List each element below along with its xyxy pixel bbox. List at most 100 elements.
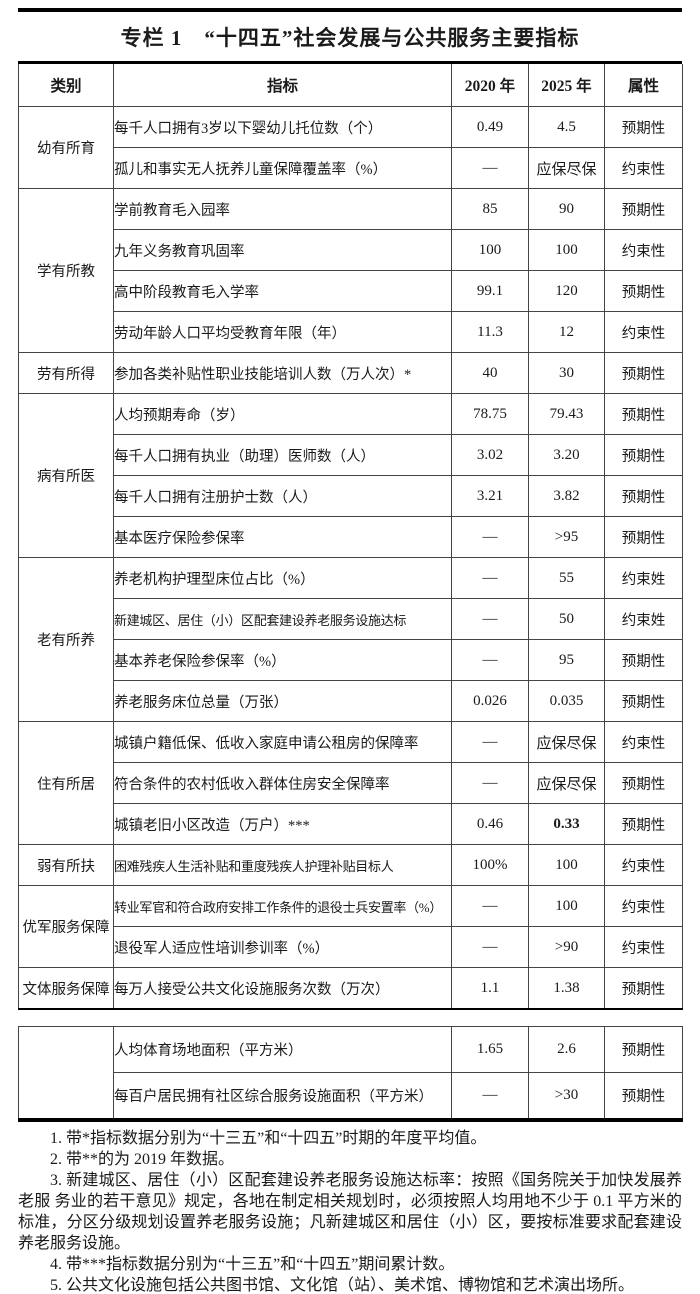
value-2020-cell: — xyxy=(451,885,529,927)
table-row: 每千人口拥有执业（助理）医师数（人） 3.02 3.20 预期性 xyxy=(19,434,683,476)
note-item: 5. 公共文化设施包括公共图书馆、文化馆（站）、美术馆、博物馆和艺术演出场所。 xyxy=(50,1277,635,1294)
attribute-cell: 预期性 xyxy=(604,1072,683,1121)
attribute-cell: 预期性 xyxy=(604,639,683,681)
attribute-cell: 预期性 xyxy=(604,762,683,804)
attribute-cell: 约束性 xyxy=(604,885,683,927)
note-item: 1. 带*指标数据分别为“十三五”和“十四五”时期的年度平均值。 xyxy=(50,1130,487,1147)
value-2020-cell: — xyxy=(451,557,529,599)
table-row: 每百户居民拥有社区综合服务设施面积（平方米） — >30 预期性 xyxy=(19,1072,683,1121)
indicator-cell: 新建城区、居住（小）区配套建设养老服务设施达标 xyxy=(113,598,452,640)
col-header-indicator: 指标 xyxy=(113,64,452,107)
category-cell: 住有所居 xyxy=(18,721,114,845)
indicator-cell: 退役军人适应性培训参训率（%） xyxy=(113,926,452,968)
header-row: 类别 指标 2020 年 2025 年 属性 xyxy=(18,64,683,107)
indicator-cell: 城镇户籍低保、低收入家庭申请公租房的保障率 xyxy=(113,721,452,763)
value-2020-cell: 3.21 xyxy=(451,475,529,517)
indicators-table-part2: 人均体育场地面积（平方米） 1.65 2.6 预期性 每百户居民拥有社区综合服务设施面积… xyxy=(18,1026,683,1122)
indicator-cell: 每千人口拥有执业（助理）医师数（人） xyxy=(113,434,452,476)
table-row: 劳动年龄人口平均受教育年限（年） 11.3 12 约束性 xyxy=(19,311,683,353)
value-2020-cell: 0.026 xyxy=(451,680,529,722)
attribute-cell: 预期性 xyxy=(604,967,683,1010)
table-row: 城镇老旧小区改造（万户）*** 0.46 0.33 预期性 xyxy=(19,803,683,845)
value-2025-cell: 4.5 xyxy=(528,106,605,148)
attribute-cell: 约束性 xyxy=(604,147,683,189)
attribute-cell: 约束性 xyxy=(604,926,683,968)
indicator-cell: 学前教育毛入园率 xyxy=(113,188,452,230)
value-2025-cell: 79.43 xyxy=(528,393,605,435)
attribute-cell: 预期性 xyxy=(604,188,683,230)
category-cell: 劳有所得 xyxy=(18,352,114,394)
table-row: 养老服务床位总量（万张） 0.026 0.035 预期性 xyxy=(19,680,683,722)
value-2025-cell: 2.6 xyxy=(528,1026,605,1073)
indicator-cell: 转业军官和符合政府安排工作条件的退役士兵安置率（%） xyxy=(113,885,452,927)
table-row: 文体服务保障 每万人接受公共文化设施服务次数（万次） 1.1 1.38 预期性 xyxy=(18,967,683,1010)
value-2025-cell: 50 xyxy=(528,598,605,640)
value-2020-cell: — xyxy=(451,639,529,681)
col-header-2020: 2020 年 xyxy=(451,64,529,107)
category-cell: 老有所养 xyxy=(18,557,114,722)
value-2025-cell: 1.38 xyxy=(528,967,605,1010)
value-2025-cell: 30 xyxy=(528,352,605,394)
value-2020-cell: 100% xyxy=(451,844,529,886)
indicator-cell: 每千人口拥有3岁以下婴幼儿托位数（个） xyxy=(113,106,452,148)
attribute-cell: 预期性 xyxy=(604,803,683,845)
indicator-cell: 每百户居民拥有社区综合服务设施面积（平方米） xyxy=(113,1072,452,1121)
value-2020-cell: 1.65 xyxy=(451,1026,529,1073)
indicator-cell: 城镇老旧小区改造（万户）*** xyxy=(113,803,452,845)
attribute-cell: 预期性 xyxy=(604,352,683,394)
value-2020-cell: 40 xyxy=(451,352,529,394)
attribute-cell: 预期性 xyxy=(604,475,683,517)
value-2025-cell: 应保尽保 xyxy=(528,762,605,804)
note-item: 3. 新建城区、居住（小）区配套建设养老服务设施达标率：按照《国务院关于加快发展… xyxy=(18,1172,682,1252)
value-2020-cell: — xyxy=(451,516,529,558)
table-row: 弱有所扶 困难残疾人生活补贴和重度残疾人护理补贴目标人 100% 100 约束性 xyxy=(18,844,683,886)
value-2020-cell: 0.49 xyxy=(451,106,529,148)
value-2025-cell: >90 xyxy=(528,926,605,968)
value-2025-cell: 3.20 xyxy=(528,434,605,476)
table-row: 新建城区、居住（小）区配套建设养老服务设施达标 —50 约束姓 xyxy=(19,598,683,640)
table-row: 每千人口拥有注册护士数（人） 3.21 3.82 预期性 xyxy=(19,475,683,517)
table-row: 老有所养 养老机构护理型床位占比（%） —55 约束姓 xyxy=(18,557,683,722)
value-2025-cell: 90 xyxy=(528,188,605,230)
value-2025-cell: 100 xyxy=(528,844,605,886)
indicator-cell: 人均预期寿命（岁） xyxy=(113,393,452,435)
value-2020-cell: — xyxy=(451,147,529,189)
value-2020-cell: — xyxy=(451,721,529,763)
value-2020-cell: 11.3 xyxy=(451,311,529,353)
value-2020-cell: — xyxy=(451,598,529,640)
attribute-cell: 约束性 xyxy=(604,844,683,886)
value-2025-cell: 应保尽保 xyxy=(528,721,605,763)
attribute-cell: 预期性 xyxy=(604,270,683,312)
indicator-cell: 人均体育场地面积（平方米） xyxy=(113,1026,452,1073)
category-cell: 病有所医 xyxy=(18,393,114,558)
value-2020-cell: 3.02 xyxy=(451,434,529,476)
value-2020-cell: 1.1 xyxy=(451,967,529,1010)
value-2020-cell: 0.46 xyxy=(451,803,529,845)
note-item: 4. 带***指标数据分别为“十三五”和“十四五”期间累计数。 xyxy=(50,1256,455,1273)
col-header-2025: 2025 年 xyxy=(528,64,605,107)
col-header-category: 类别 xyxy=(18,64,114,107)
value-2020-cell: — xyxy=(451,1072,529,1121)
value-2025-cell: 120 xyxy=(528,270,605,312)
value-2025-cell: >30 xyxy=(528,1072,605,1121)
attribute-cell: 约束姓 xyxy=(604,557,683,599)
table-row: 优军服务保障 转业军官和符合政府安排工作条件的退役士兵安置率（%） —100 约束性 xyxy=(18,885,683,968)
attribute-cell: 约束姓 xyxy=(604,598,683,640)
value-2025-cell: 3.82 xyxy=(528,475,605,517)
indicator-cell: 劳动年龄人口平均受教育年限（年） xyxy=(113,311,452,353)
attribute-cell: 预期性 xyxy=(604,516,683,558)
value-2025-cell: 0.035 xyxy=(528,680,605,722)
value-2025-cell: 55 xyxy=(528,557,605,599)
attribute-cell: 约束性 xyxy=(604,229,683,271)
indicator-cell: 孤儿和事实无人抚养儿童保障覆盖率（%） xyxy=(113,147,452,189)
table-row: 病有所医 人均预期寿命（岁） 78.75 79.43 预期性 xyxy=(18,393,683,558)
value-2020-cell: 100 xyxy=(451,229,529,271)
table-row: 退役军人适应性培训参训率（%） — >90 约束性 xyxy=(19,926,683,968)
attribute-cell: 预期性 xyxy=(604,680,683,722)
value-2025-cell: 95 xyxy=(528,639,605,681)
attribute-cell: 预期性 xyxy=(604,1026,683,1073)
table-row: 学有所教 学前教育毛入园率 85 90 预期性 xyxy=(18,188,683,353)
table-body-part1: 幼有所育 每千人口拥有3岁以下婴幼儿托位数（个） 0.49 4.5 预期性 孤儿和事实无人… xyxy=(18,106,683,1010)
table-row: 符合条件的农村低收入群体住房安全保障率 — 应保尽保 预期性 xyxy=(19,762,683,804)
indicator-cell: 高中阶段教育毛入学率 xyxy=(113,270,452,312)
